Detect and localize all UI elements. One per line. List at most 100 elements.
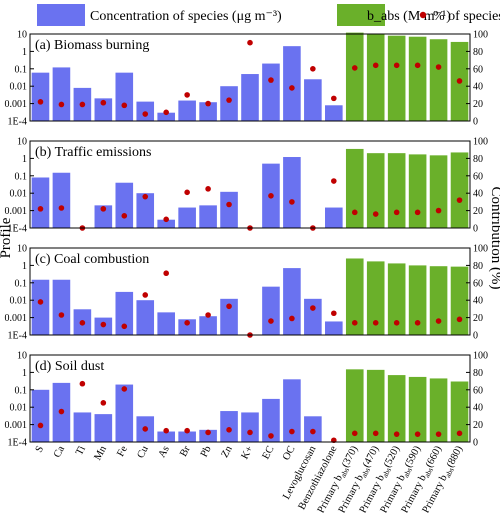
y-left-tick-label: 1 (22, 154, 27, 165)
percent-point (121, 386, 128, 392)
x-tick-label: Ca (52, 444, 67, 460)
bar-mn (94, 98, 113, 121)
bar-k- (241, 412, 259, 442)
x-tick-label: Pb (199, 444, 214, 459)
percent-point (100, 400, 107, 406)
percent-point (310, 305, 316, 311)
percent-point (372, 211, 379, 217)
percent-point (205, 186, 211, 192)
legend-label-conc: Concentration of species (μg m⁻³) (90, 9, 282, 24)
bar-primary-b-abs-590- (408, 376, 427, 442)
bar-levoglucosan (304, 79, 322, 121)
bar-primary-b-abs-660- (429, 378, 448, 442)
percent-point (456, 316, 463, 323)
y-right-tick-label: 40 (473, 296, 483, 307)
x-tick-label: Cu (135, 444, 151, 461)
bar-primary-b-abs-880- (450, 381, 469, 442)
percent-point (58, 312, 65, 318)
percent-point (142, 426, 149, 432)
bar-ec (262, 63, 280, 121)
percent-point (184, 92, 190, 98)
bar-primary-b-abs-590- (408, 265, 427, 335)
bar-ca (52, 279, 71, 335)
percent-point (142, 111, 149, 117)
bar-ec (262, 398, 280, 442)
y-left-tick-label: 10 (17, 351, 27, 362)
bar-s (31, 389, 50, 442)
bar-oc (283, 379, 301, 442)
y-right-tick-label: 40 (473, 82, 483, 93)
percent-point (456, 78, 463, 84)
panel-title: (b) Traffic emissions (35, 145, 151, 160)
percent-point (205, 429, 211, 436)
panel-title: (c) Coal combustion (35, 252, 149, 267)
percent-point (58, 101, 65, 108)
bar-ca (52, 67, 71, 121)
x-tick-label: K+ (240, 444, 256, 461)
y-right-tick-label: 100 (473, 244, 488, 255)
y-left-tick-label: 1 (22, 47, 27, 58)
bar-oc (283, 46, 301, 121)
percent-point (184, 427, 190, 434)
bar-levoglucosan (304, 298, 322, 335)
bar-primary-b-abs-520- (387, 375, 406, 442)
x-tick-label: OC (281, 444, 298, 462)
percent-point (37, 422, 44, 429)
bar-primary-b-abs-470- (366, 153, 385, 228)
bar-mn (94, 414, 113, 442)
bar-primary-b-abs-370- (345, 148, 364, 228)
y-left-tick-label: 1 (22, 261, 27, 272)
percent-point (393, 62, 400, 69)
bar-primary-b-abs-470- (366, 369, 385, 442)
y-left-tick-label: 1E-4 (8, 117, 27, 128)
percent-point (351, 320, 358, 326)
bar-as (157, 312, 175, 335)
percent-point (121, 102, 128, 109)
y-left-tick-label: 10 (17, 137, 27, 148)
percent-point (351, 65, 358, 71)
x-tick-label: Mn (92, 444, 109, 463)
x-tick-label: Fe (115, 444, 130, 459)
bar-primary-b-abs-370- (345, 32, 364, 122)
percent-point (289, 199, 295, 205)
y-left-tick-label: 0.01 (10, 82, 28, 93)
bar-zn (220, 298, 238, 335)
y-left-tick-label: 0.1 (15, 385, 28, 396)
y-left-tick-label: 10 (17, 30, 27, 41)
bar-ti (73, 412, 92, 442)
bar-br (178, 319, 196, 335)
percent-point (289, 428, 295, 435)
y-right-tick-label: 100 (473, 137, 488, 148)
bar-primary-b-abs-520- (387, 153, 406, 228)
panel-frame (29, 33, 471, 122)
y-right-tick-label: 0 (473, 224, 478, 235)
y-right-tick-label: 40 (473, 189, 483, 200)
y-left-tick-label: 0.1 (15, 278, 28, 289)
bar-primary-b-abs-370- (345, 369, 364, 442)
legend-label-pct: % of species (433, 9, 500, 24)
bar-oc (283, 157, 301, 228)
x-tick-label: S (34, 444, 47, 454)
bar-cu (136, 300, 155, 335)
bar-primary-b-abs-880- (450, 266, 469, 335)
bar-ca (52, 172, 71, 228)
y-right-tick-label: 60 (473, 171, 483, 182)
percent-point (414, 62, 421, 69)
bar-ec (262, 286, 280, 335)
percent-point (142, 292, 149, 298)
bar-benzothiazolone (325, 207, 343, 228)
percent-point (37, 99, 44, 105)
percent-point (393, 320, 400, 326)
bar-pb (199, 102, 217, 121)
percent-point (351, 430, 358, 437)
x-axis-tick-labels: S Ca Ti Mn Fe Cu As Br Pb Zn K+ EC OCLevoglucosanBen… (34, 444, 467, 513)
percent-point (393, 431, 400, 437)
y-right-tick-label: 60 (473, 64, 483, 75)
y-right-tick-label: 80 (473, 261, 483, 272)
percent-point (142, 193, 149, 200)
percent-point (226, 201, 232, 208)
y-right-tick-label: 0 (473, 117, 478, 128)
percent-point (372, 430, 379, 437)
